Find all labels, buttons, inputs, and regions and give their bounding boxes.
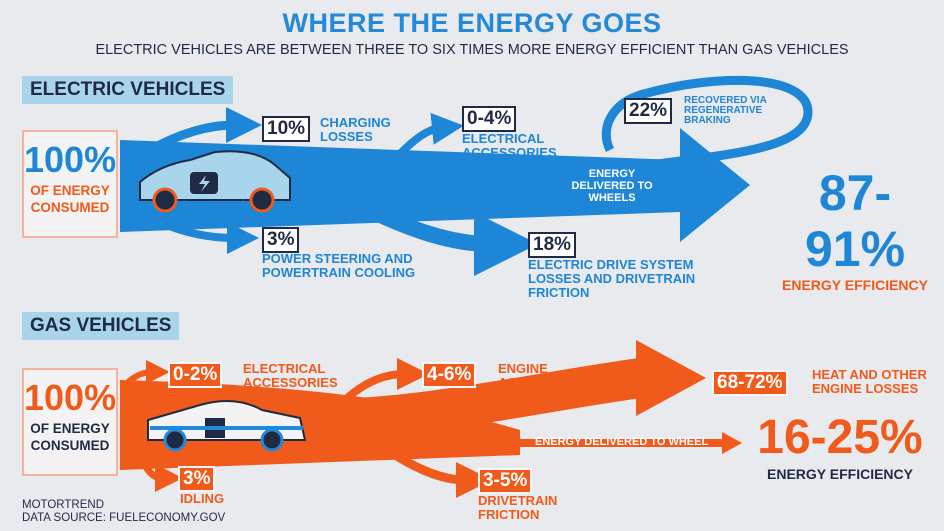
source: DATA SOURCE: FUELECONOMY.GOV: [22, 512, 226, 524]
efficiency-label: ENERGY EFFICIENCY: [767, 466, 913, 482]
publisher: MOTORTREND: [22, 499, 104, 511]
section-heading: GAS VEHICLES: [22, 312, 180, 340]
branch-arrow: [377, 441, 492, 498]
branch-arrow: [337, 358, 429, 408]
loss-label: DRIVETRAIN FRICTION: [478, 493, 558, 522]
loss-value: 68-72%: [712, 370, 788, 396]
branch-arrow: [386, 112, 464, 168]
loss-value: 4-6%: [422, 362, 477, 388]
input-value: 100%: [24, 377, 117, 418]
loss-label: ELECTRIC DRIVE SYSTEM LOSSES AND DRIVETR…: [528, 257, 696, 300]
loss-label: ELECTRICAL ACCESSORIES: [462, 131, 557, 160]
arrowhead: [636, 340, 706, 416]
loss-value: 18%: [528, 232, 577, 258]
subtitle: ELECTRIC VEHICLES ARE BETWEEN THREE TO S…: [95, 42, 849, 58]
input-box: 100% OF ENERGY CONSUMED: [22, 130, 118, 238]
branch-arrow: [366, 202, 538, 276]
branch-arrow: [126, 360, 170, 385]
arrowhead: [722, 432, 742, 454]
loss-label: IDLING: [180, 491, 225, 506]
main-flow: [120, 128, 750, 242]
input-label: OF ENERGY CONSUMED: [30, 183, 110, 215]
delivered-label: ENERGY DELIVERED TO WHEELS: [571, 168, 653, 204]
regen-label: RECOVERED VIA REGENERATIVE BRAKING: [684, 95, 767, 126]
input-label: OF ENERGY CONSUMED: [30, 421, 110, 453]
efficiency-value: 87-91%: [804, 165, 906, 277]
loss-label: POWER STEERING AND POWERTRAIN COOLING: [262, 251, 416, 280]
input-box: 100% OF ENERGY CONSUMED: [22, 368, 118, 476]
loss-value: 0-2%: [168, 362, 223, 388]
loss-value: 3%: [178, 466, 216, 492]
branch-arrow: [158, 218, 259, 254]
efficiency: 87-91% ENERGY EFFICIENCY: [770, 165, 940, 293]
efficiency-value: 16-25%: [757, 411, 923, 464]
title: WHERE THE ENERGY GOES: [282, 8, 662, 38]
loss-value: 10%: [262, 116, 311, 142]
loss-value: 0-4%: [462, 106, 517, 132]
main-flow: [299, 358, 643, 440]
loss-label: CHARGING LOSSES: [320, 115, 391, 144]
loss-label: HEAT AND OTHER ENGINE LOSSES: [812, 367, 927, 396]
input-value: 100%: [24, 139, 117, 180]
loss-value: 3-5%: [478, 468, 533, 494]
loss-label: ELECTRICAL ACCESSORIES: [243, 361, 338, 390]
loss-label: ENGINE ACCESSORIES: [498, 361, 593, 390]
regen-loop: [601, 75, 813, 170]
ev-car: [139, 150, 291, 213]
efficiency-label: ENERGY EFFICIENCY: [782, 277, 928, 293]
loss-value: 3%: [262, 227, 300, 253]
section-heading: ELECTRIC VEHICLES: [22, 76, 234, 104]
efficiency: 16-25% ENERGY EFFICIENCY: [755, 410, 925, 482]
delivered-label: ENERGY DELIVERED TO WHEEL: [535, 436, 709, 448]
regen-value: 22%: [624, 98, 673, 124]
branch-arrow: [141, 463, 183, 492]
footer: MOTORTREND DATA SOURCE: FUELECONOMY.GOV: [22, 499, 225, 525]
branch-arrow: [147, 107, 262, 154]
gas-car: [147, 400, 307, 452]
